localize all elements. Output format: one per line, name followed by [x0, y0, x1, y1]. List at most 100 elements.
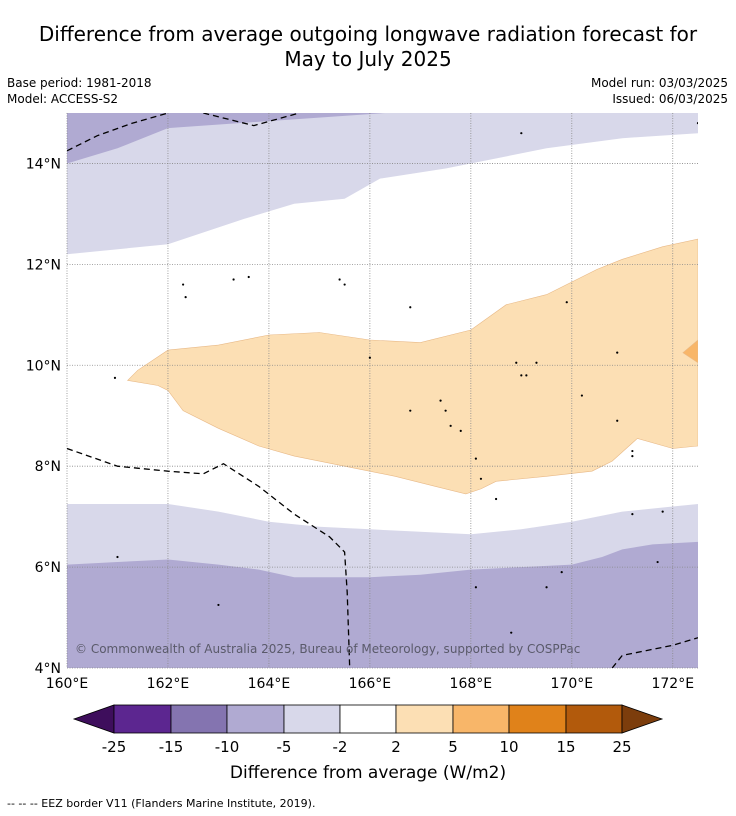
colorbar-tick-label: -25 [102, 738, 127, 756]
region-mid-purple-north [67, 113, 385, 164]
colorbar-tick-label: 25 [612, 738, 631, 756]
island-marker [409, 306, 412, 309]
island-marker [631, 454, 634, 458]
meta-right: Model run: 03/03/2025 Issued: 06/03/2025 [591, 75, 728, 107]
model-text: Model: ACCESS-S2 [7, 92, 119, 106]
island-marker [661, 510, 664, 513]
colorbar-tick-label: -2 [333, 738, 348, 756]
island-marker [113, 376, 117, 379]
island-marker [338, 278, 341, 281]
region-orange-band [126, 238, 698, 495]
lon-tick-label: 162°E [147, 676, 190, 692]
colorbar-bin-1 [113, 704, 172, 734]
eez-footnote: -- -- -- EEZ border V11 (Flanders Marine… [7, 797, 316, 810]
island-marker [494, 497, 498, 501]
colorbar-bin-7 [452, 704, 510, 734]
issued-text: Issued: 06/03/2025 [612, 92, 728, 106]
lon-tick-label: 172°E [651, 676, 694, 692]
lon-tick-label: 160°E [46, 676, 89, 692]
island-marker [535, 361, 538, 364]
colorbar-bin-6 [395, 704, 454, 734]
island-marker [580, 394, 583, 397]
colorbar-tick-label: 10 [499, 738, 518, 756]
colorbar-bin-3 [226, 704, 285, 734]
model-run-text: Model run: 03/03/2025 [590, 76, 728, 90]
island-marker [444, 409, 447, 412]
island-marker [520, 132, 523, 135]
island-marker [696, 121, 698, 125]
lon-tick-label: 164°E [248, 676, 291, 692]
eez-borders [67, 113, 698, 668]
island-markers [113, 121, 698, 634]
colorbar-tick-label: 2 [391, 738, 401, 756]
lon-tick-label: 166°E [349, 676, 392, 692]
copyright-text: © Commonwealth of Australia 2025, Bureau… [75, 642, 580, 656]
colorbar-tick-label: -5 [277, 738, 292, 756]
eez-central [67, 447, 351, 668]
lat-tick-label: 14°N [26, 156, 61, 172]
island-marker [409, 409, 412, 412]
island-marker [247, 275, 250, 279]
island-marker [232, 278, 235, 281]
lon-tick-label: 170°E [551, 676, 594, 692]
island-marker [616, 419, 619, 422]
island-marker [631, 513, 634, 516]
colorbar-bin-2 [170, 704, 228, 734]
island-marker [545, 586, 548, 589]
island-marker [449, 424, 452, 427]
colorbar-right-extension [621, 704, 664, 734]
colorbar-tick-label: 5 [448, 738, 458, 756]
eez-north-2 [203, 113, 300, 127]
colorbar-bin-9 [565, 704, 623, 734]
colorbar-label: Difference from average (W/m2) [230, 763, 506, 783]
island-marker [474, 457, 477, 460]
island-marker [520, 374, 523, 377]
lat-tick-label: 6°N [35, 560, 61, 576]
island-marker [184, 296, 187, 299]
island-marker [116, 555, 119, 559]
map-regions [67, 113, 698, 668]
island-marker [474, 586, 477, 589]
region-dark-orange-patch [682, 339, 698, 364]
island-marker [515, 361, 518, 364]
island-marker [656, 560, 659, 564]
island-marker [368, 356, 371, 359]
island-marker [217, 603, 220, 607]
eez-north [67, 113, 169, 152]
island-marker [631, 449, 634, 453]
lon-tick-label: 168°E [450, 676, 493, 692]
island-marker [439, 399, 442, 402]
island-marker [343, 283, 346, 286]
region-light-purple-north [67, 113, 698, 255]
island-marker [479, 477, 483, 480]
colorbar-bin-4 [283, 704, 341, 734]
map-gridlines [66, 113, 698, 669]
colorbar-bin-5 [339, 704, 397, 734]
colorbar-tick-label: -15 [159, 738, 184, 756]
eez-south-east [611, 637, 698, 668]
colorbar-tick-label: 15 [556, 738, 575, 756]
lat-tick-label: 4°N [35, 661, 61, 677]
map-tick-labels: 160°E 162°E 164°E 166°E 168°E 170°E 172°E 4°N 6°… [26, 156, 694, 692]
title-line-2: May to July 2025 [284, 47, 452, 71]
colorbar: -25 -15 -10 -5 -2 2 5 10 15 25 Differenc… [72, 704, 664, 783]
island-marker [565, 301, 568, 304]
meta-left: Base period: 1981-2018 Model: ACCESS-S2 [7, 75, 152, 107]
colorbar-tick-label: -10 [215, 738, 240, 756]
chart-title: Difference from average outgoing longwav… [0, 22, 736, 72]
lat-tick-label: 8°N [35, 459, 61, 475]
island-marker [459, 429, 462, 432]
island-marker [560, 571, 563, 574]
colorbar-left-extension [72, 704, 115, 734]
colorbar-bin-8 [508, 704, 567, 734]
region-mid-purple-south [67, 541, 698, 668]
island-marker [525, 374, 528, 377]
base-period-text: Base period: 1981-2018 [7, 76, 152, 90]
lat-tick-label: 10°N [26, 358, 61, 374]
lat-tick-label: 12°N [26, 257, 61, 273]
island-marker [182, 283, 185, 286]
title-line-1: Difference from average outgoing longwav… [38, 22, 698, 46]
island-marker [510, 631, 513, 634]
island-marker [616, 351, 619, 354]
